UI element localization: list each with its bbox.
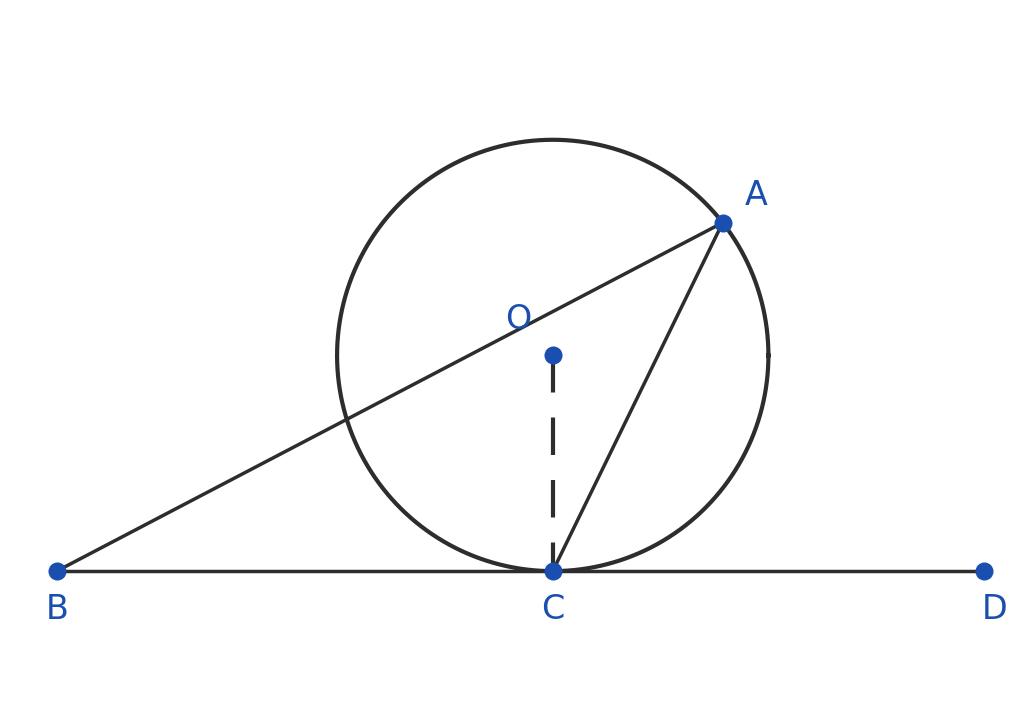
Text: O: O	[505, 303, 531, 336]
Text: D: D	[982, 592, 1007, 626]
Text: C: C	[541, 592, 564, 626]
Text: B: B	[45, 592, 68, 626]
Text: A: A	[745, 179, 767, 212]
